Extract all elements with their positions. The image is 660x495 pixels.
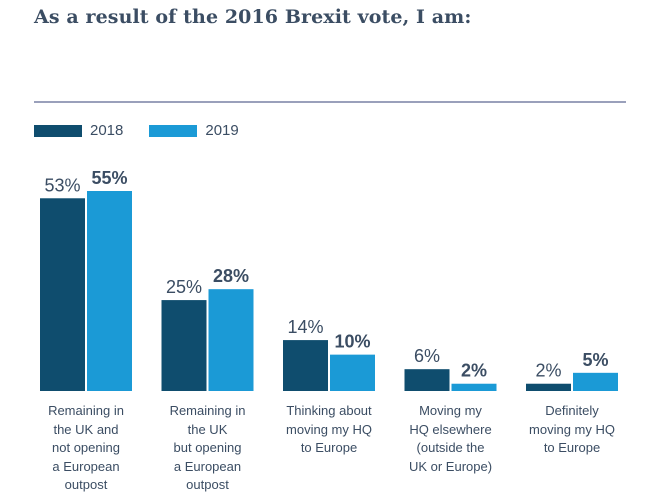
bar-2019-2 — [208, 289, 254, 391]
data-label-2019-4: 2% — [461, 361, 487, 381]
legend-swatch-2019 — [149, 124, 198, 137]
data-label-2019-1: 55% — [91, 168, 127, 188]
chart-title: As a result of the 2016 Brexit vote, I a… — [34, 6, 472, 28]
data-label-2018-1: 53% — [44, 175, 80, 195]
data-label-2018-5: 2% — [535, 361, 561, 381]
title-divider — [34, 101, 626, 103]
category-label-2: Remaining in the UK but opening a Europe… — [169, 403, 246, 492]
category-label-4: Moving my HQ elsewhere (outside the UK o… — [408, 403, 493, 474]
bar-2018-4 — [404, 369, 450, 391]
bar-2018-3 — [283, 340, 328, 391]
category-label-5: Definitely moving my HQ to Europe — [529, 403, 615, 455]
data-label-2018-3: 14% — [287, 317, 323, 337]
legend-item-2018: 2018 — [34, 122, 123, 139]
category-label-3: Thinking about moving my HQ to Europe — [286, 403, 372, 455]
bar-2018-1 — [40, 198, 85, 391]
data-label-2018-2: 25% — [166, 277, 202, 297]
legend-swatch-2018 — [34, 124, 82, 137]
bar-2019-5 — [573, 372, 618, 391]
data-label-2018-4: 6% — [414, 346, 440, 366]
bar-2019-1 — [87, 191, 132, 391]
bar-2019-4 — [451, 383, 497, 391]
bar-2018-5 — [526, 383, 571, 391]
bar-2019-3 — [330, 354, 375, 391]
legend-label-2018: 2018 — [90, 122, 124, 139]
legend-label-2019: 2019 — [205, 122, 239, 139]
category-label-1: Remaining in the UK and not opening a Eu… — [48, 403, 124, 492]
data-label-2019-3: 10% — [334, 332, 370, 352]
legend-item-2019: 2019 — [149, 122, 239, 139]
data-label-2019-2: 28% — [213, 266, 249, 286]
legend: 2018 2019 — [34, 122, 265, 139]
bar-2018-2 — [161, 300, 207, 391]
data-label-2019-5: 5% — [582, 350, 608, 370]
